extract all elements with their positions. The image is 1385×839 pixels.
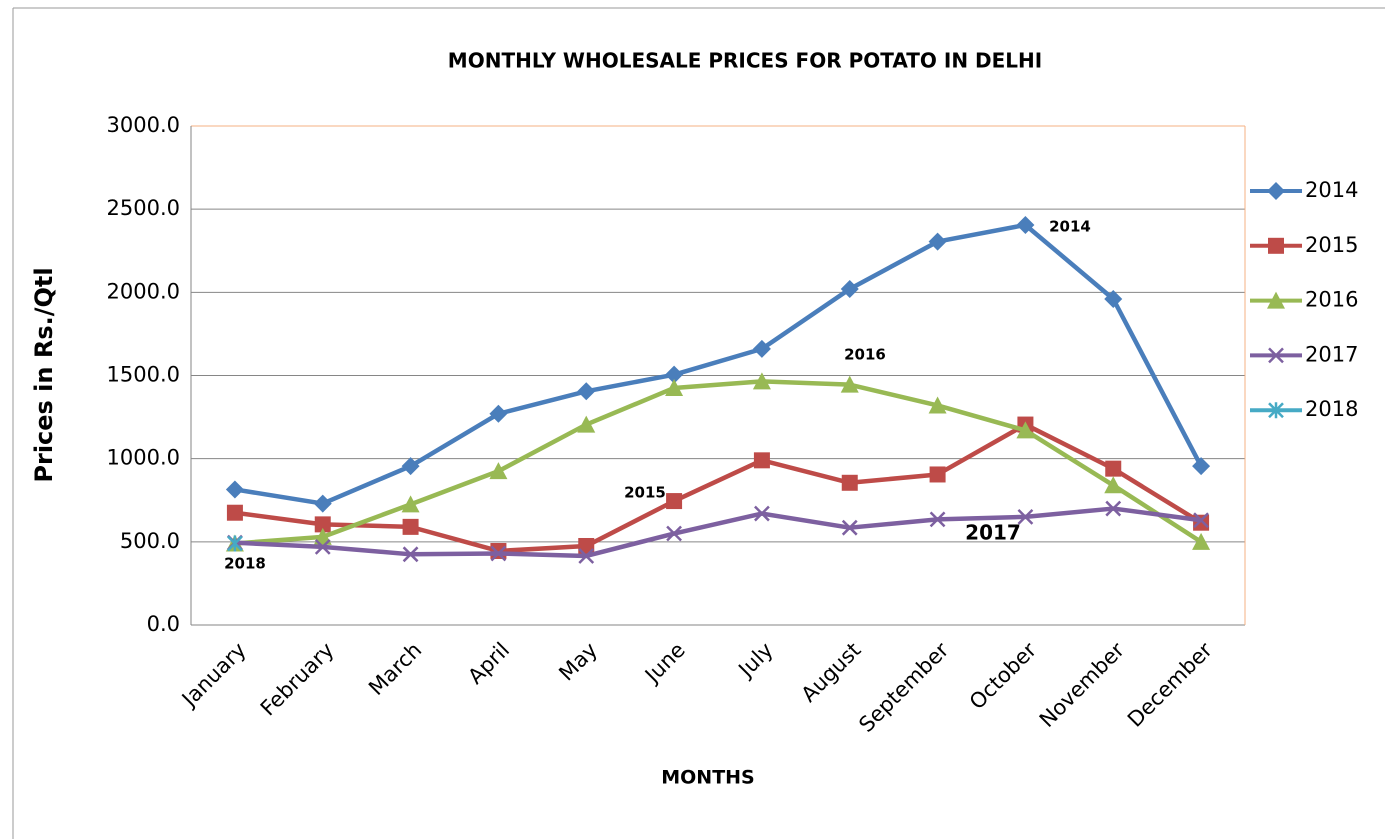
- legend-marker: [1267, 291, 1285, 309]
- y-tick-label: 3000.0: [107, 113, 180, 137]
- point: [401, 457, 420, 476]
- x-tick-label: January: [176, 638, 251, 713]
- annotation: 2015: [624, 484, 666, 502]
- point: [577, 382, 596, 401]
- point: [490, 542, 507, 559]
- annotation: 2014: [1049, 218, 1091, 236]
- x-tick-label: September: [854, 638, 953, 737]
- point: [225, 480, 244, 499]
- x-tick-label: July: [733, 638, 778, 683]
- point: [928, 232, 947, 251]
- x-tick-label: November: [1035, 638, 1129, 732]
- y-tick-label: 2000.0: [107, 279, 180, 303]
- point: [1017, 508, 1034, 525]
- legend-label: 2018: [1305, 397, 1358, 421]
- legend-marker: [1268, 347, 1284, 364]
- point: [1193, 512, 1209, 529]
- point: [1104, 289, 1123, 308]
- x-tick-label: June: [639, 638, 690, 689]
- point: [752, 372, 771, 390]
- point: [489, 462, 508, 480]
- legend-label: 2016: [1305, 288, 1358, 312]
- legend-label: 2017: [1305, 342, 1358, 366]
- point: [401, 495, 420, 513]
- y-tick-label: 0.0: [147, 612, 180, 636]
- legend-marker: [1267, 182, 1285, 200]
- y-tick-label: 1500.0: [107, 363, 180, 387]
- x-tick-label: March: [364, 638, 426, 700]
- point: [1192, 532, 1211, 550]
- x-axis-label: MONTHS: [661, 767, 755, 789]
- x-tick-label: May: [554, 638, 602, 686]
- point: [928, 396, 947, 414]
- point: [578, 537, 595, 554]
- y-tick-label: 2500.0: [107, 196, 180, 220]
- y-tick-label: 500.0: [120, 529, 180, 553]
- point: [666, 525, 682, 542]
- point: [577, 415, 596, 433]
- point: [752, 339, 771, 358]
- point: [402, 546, 419, 563]
- legend-label: 2015: [1305, 233, 1358, 257]
- point: [578, 548, 595, 564]
- point: [314, 516, 331, 533]
- point: [1016, 421, 1035, 439]
- x-tick-label: August: [797, 638, 866, 707]
- point: [840, 375, 859, 393]
- point: [929, 466, 946, 483]
- series-line: [234, 506, 1202, 559]
- point: [1193, 514, 1210, 531]
- point: [929, 511, 946, 528]
- point: [841, 474, 858, 491]
- x-tick-label: October: [965, 638, 1042, 715]
- point: [226, 504, 243, 521]
- x-tick-label: February: [256, 638, 339, 721]
- point: [666, 493, 683, 510]
- series-line: [234, 379, 1203, 546]
- point: [1104, 476, 1123, 494]
- y-tick-label: 1000.0: [107, 446, 180, 470]
- point: [754, 505, 770, 522]
- point: [1105, 460, 1122, 477]
- point: [1192, 457, 1211, 476]
- point: [402, 518, 419, 535]
- annotation: 2017: [965, 521, 1021, 545]
- point: [490, 545, 507, 562]
- point: [665, 365, 684, 384]
- point: [665, 378, 684, 396]
- legend-marker: [1268, 237, 1284, 254]
- point: [841, 519, 858, 536]
- annotation: 2018: [224, 555, 266, 573]
- point: [489, 404, 508, 423]
- x-tick-label: December: [1123, 638, 1217, 732]
- point: [753, 452, 770, 469]
- point: [840, 280, 859, 299]
- x-tick-label: April: [463, 638, 514, 689]
- point: [313, 494, 332, 513]
- annotation: 2016: [844, 346, 886, 364]
- series-line: [234, 222, 1204, 506]
- point: [1105, 500, 1122, 517]
- point: [1016, 215, 1035, 234]
- point: [227, 535, 243, 552]
- legend-marker: [1268, 402, 1284, 419]
- series-line: [234, 422, 1203, 554]
- point: [314, 538, 331, 555]
- chart-title: MONTHLY WHOLESALE PRICES FOR POTATO IN D…: [448, 49, 1042, 73]
- legend-label: 2014: [1305, 178, 1358, 202]
- y-axis-label: Prices in Rs./Qtl: [30, 267, 58, 482]
